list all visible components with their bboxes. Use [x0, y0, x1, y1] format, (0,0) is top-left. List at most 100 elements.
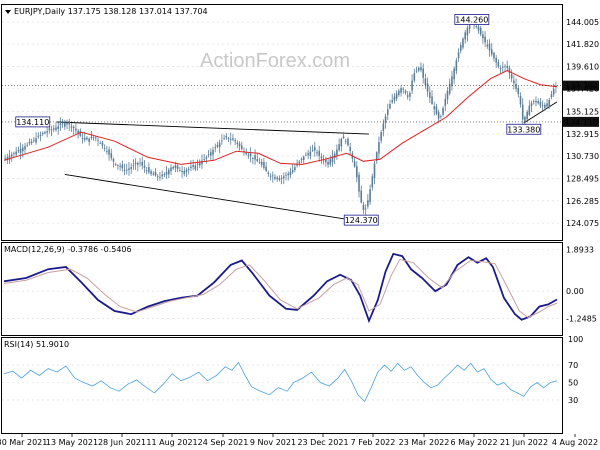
candle-body: [134, 162, 137, 165]
candle-body: [33, 139, 35, 141]
candle-body: [218, 142, 221, 148]
rsi-panel: [1, 337, 563, 434]
date-tick-label: 11 Aug 2021: [146, 438, 197, 447]
candle-body: [426, 83, 429, 92]
price-tick-label: 135.125: [566, 108, 599, 117]
candle-body: [493, 52, 495, 59]
candle-body: [94, 137, 97, 139]
candle-body: [502, 66, 504, 68]
candle-body: [462, 38, 464, 48]
date-tick-label: 23 Dec 2021: [297, 438, 348, 447]
candle-body: [353, 161, 356, 167]
candle-body: [97, 139, 99, 141]
candle-body: [79, 130, 82, 136]
candle-body: [287, 173, 290, 176]
candle-body: [15, 151, 17, 155]
candle-body: [252, 158, 254, 159]
rsi-tick-label: 100: [568, 335, 583, 344]
candle-body: [205, 157, 208, 159]
macd-panel: [1, 242, 563, 336]
candle-body: [103, 147, 106, 149]
trendline: [523, 101, 558, 124]
candle-body: [66, 122, 68, 125]
candle-body: [117, 165, 119, 167]
candle-body: [48, 128, 51, 131]
price-tick-label: 124.075: [566, 219, 599, 228]
candle-body: [145, 170, 148, 171]
price-trendlines: [57, 101, 558, 224]
candle-body: [8, 155, 11, 160]
date-tick-label: 6 May 2022: [450, 438, 497, 447]
candle-body: [466, 27, 469, 36]
candle-body: [344, 140, 347, 142]
candle-body: [187, 168, 190, 170]
candle-body: [61, 123, 64, 125]
price-levels: 137.704 134.110: [2, 80, 599, 127]
candle-body: [539, 101, 542, 106]
candle-body: [238, 143, 241, 147]
candle-body: [415, 70, 418, 72]
candle-body: [371, 176, 374, 188]
triangle-down-icon: [5, 10, 11, 14]
candle-body: [207, 154, 210, 156]
candle-body: [245, 152, 248, 155]
candle-body: [55, 127, 57, 131]
candle-body: [409, 92, 411, 97]
candle-body: [154, 171, 157, 176]
candle-body: [313, 147, 316, 151]
macd-gridlines: [2, 249, 562, 319]
candle-body: [300, 158, 303, 160]
candle-body: [196, 163, 199, 165]
candle-body: [331, 156, 334, 163]
candle-body: [526, 111, 528, 120]
candle-body: [6, 157, 9, 161]
candle-body: [302, 156, 305, 161]
candle-body: [59, 123, 62, 126]
candle-body: [364, 208, 367, 210]
annotation-box: [15, 116, 51, 128]
candle-body: [367, 200, 369, 207]
candle-body: [477, 26, 480, 31]
candle-body: [535, 100, 537, 103]
candle-body: [298, 161, 301, 163]
candle-body: [495, 57, 497, 63]
candle-body: [464, 32, 467, 40]
candle-body: [41, 133, 44, 134]
candle-body: [152, 173, 155, 175]
candle-body: [225, 135, 228, 138]
candle-body: [451, 76, 453, 86]
candle-body: [90, 136, 93, 139]
candle-body: [429, 92, 431, 98]
candle-body: [283, 176, 285, 179]
candle-body: [165, 171, 168, 175]
candle-body: [216, 145, 219, 147]
candle-body: [57, 126, 59, 129]
date-tick-label: 9 Nov 2021: [250, 438, 296, 447]
candle-body: [159, 177, 161, 178]
candle-body: [285, 174, 287, 176]
price-title: EURJPY,Daily 137.175 138.128 137.014 137…: [5, 7, 208, 16]
candle-body: [375, 152, 378, 161]
candle-body: [552, 88, 555, 95]
annotation-label: 134.110: [16, 118, 49, 127]
candle-body: [280, 177, 283, 179]
candle-body: [128, 168, 130, 170]
date-tick-label: 21 Jun 2022: [500, 438, 548, 447]
candle-body: [333, 153, 336, 158]
candlestick-series: [4, 18, 557, 215]
candle-body: [349, 147, 351, 152]
candle-body: [499, 68, 502, 69]
candle-body: [110, 153, 113, 159]
price-annotations: 144.260 134.110 133.380 124.370: [15, 14, 542, 226]
date-tick-label: 28 Jun 2021: [98, 438, 146, 447]
date-tick-label: 24 Sep 2021: [198, 438, 249, 447]
candle-body: [190, 166, 192, 168]
date-tick-label: 30 Mar 2021: [0, 438, 47, 447]
rsi-title: RSI(14) 51.9010: [4, 340, 69, 349]
macd-tick-label: 1.8933: [566, 246, 594, 255]
price-tick-label: 128.495: [566, 175, 599, 184]
candle-body: [497, 62, 500, 67]
moving-average-series: [3, 70, 558, 165]
annotation-label: 133.380: [507, 125, 540, 134]
